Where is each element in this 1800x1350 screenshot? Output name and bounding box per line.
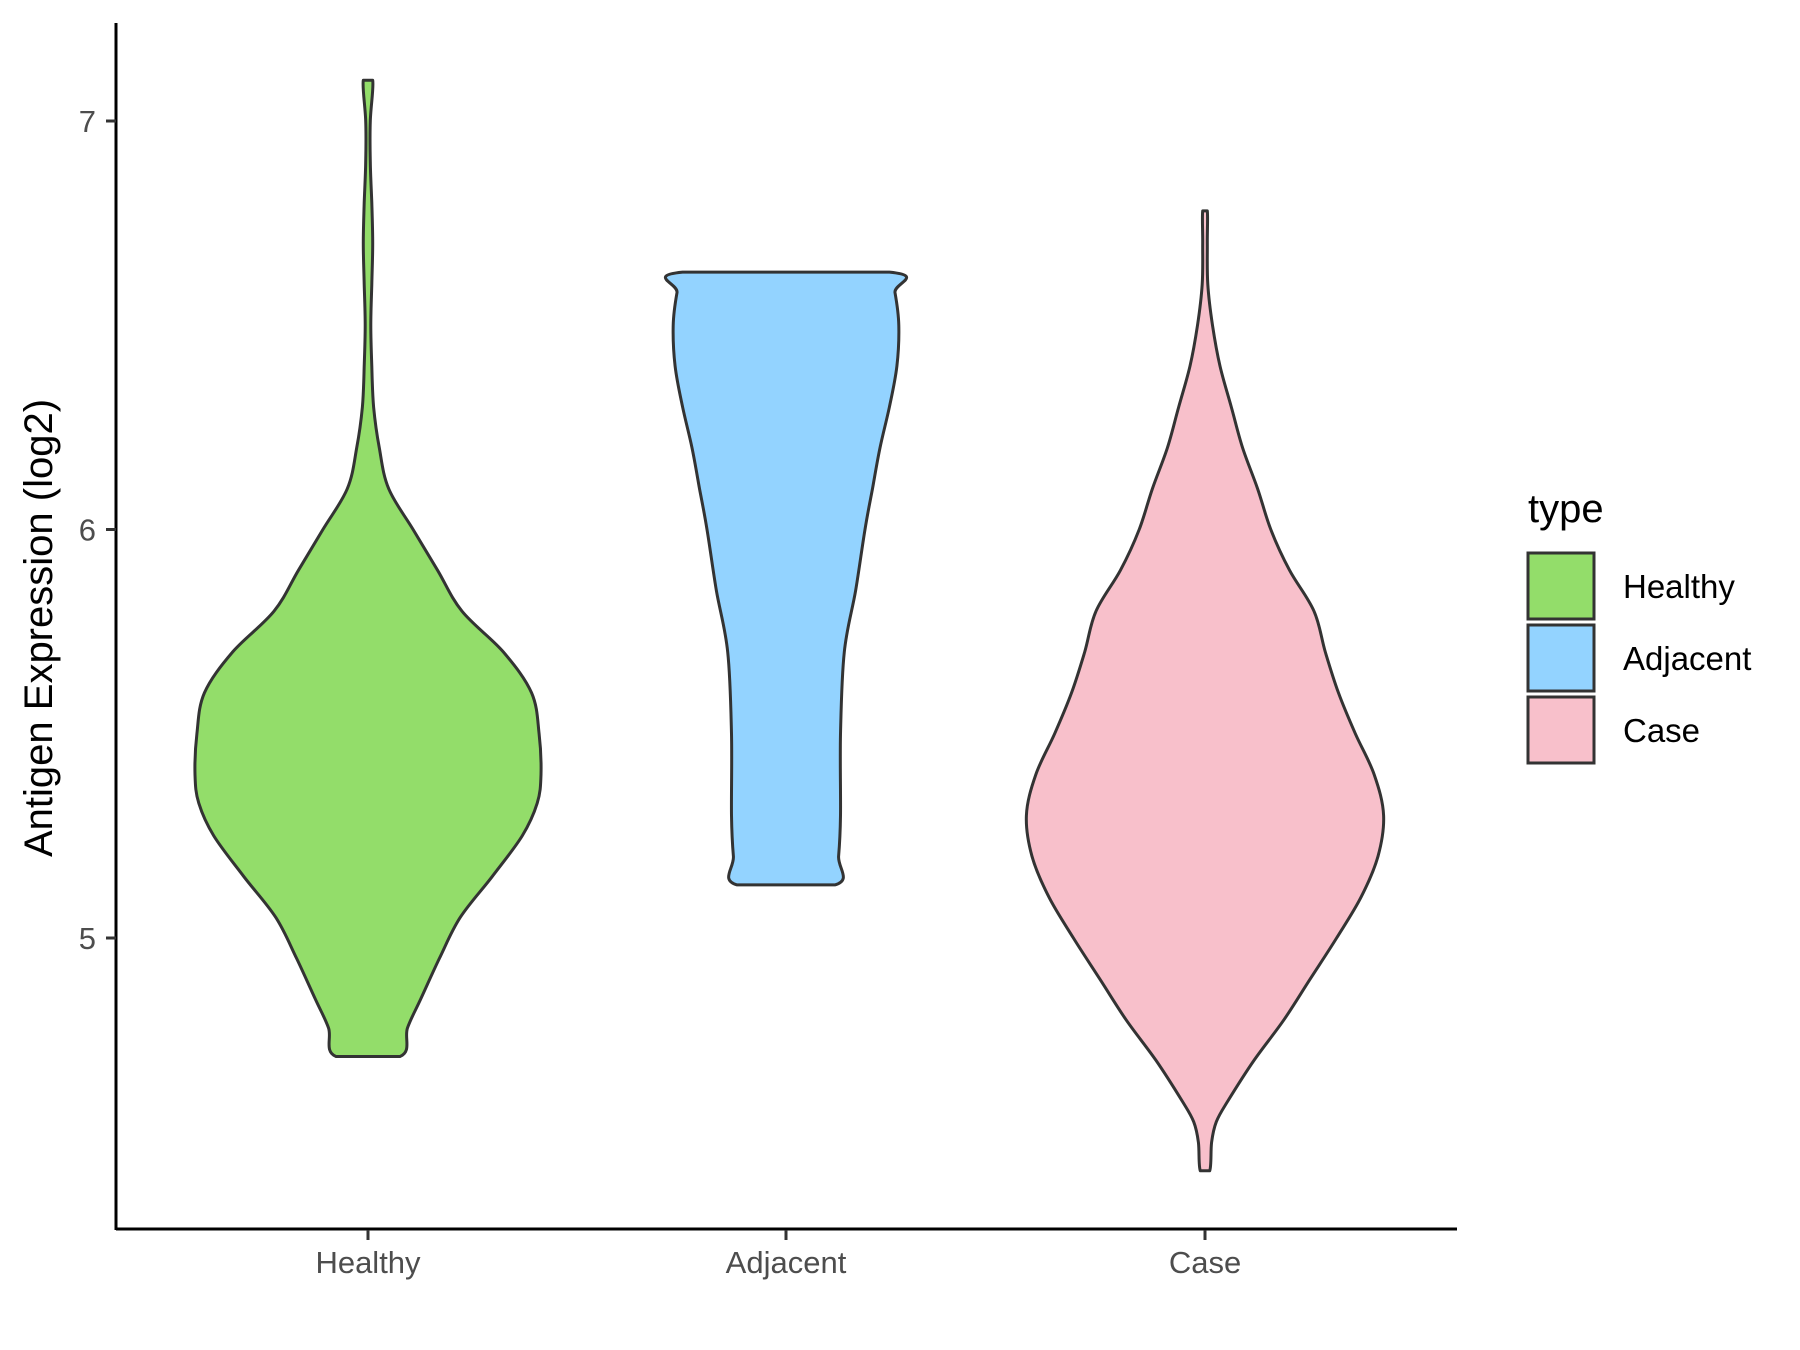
x-tick-label-case: Case bbox=[1169, 1245, 1241, 1280]
legend-swatch-case bbox=[1526, 695, 1596, 765]
y-tick-label: 6 bbox=[79, 513, 96, 548]
x-tick-label-adjacent: Adjacent bbox=[726, 1245, 847, 1280]
x-axis-ticks: Healthy Adjacent Case bbox=[315, 1230, 1241, 1280]
violin-case bbox=[1024, 209, 1386, 1173]
y-axis-title: Antigen Expression (log2) bbox=[17, 399, 61, 857]
legend-swatch-healthy bbox=[1526, 551, 1596, 621]
violin-layer bbox=[193, 78, 1386, 1173]
legend-label-adjacent: Adjacent bbox=[1623, 640, 1751, 677]
y-tick-label: 7 bbox=[79, 104, 96, 139]
legend-title: type bbox=[1528, 487, 1604, 531]
legend-swatch-adjacent bbox=[1526, 623, 1596, 693]
legend-label-case: Case bbox=[1623, 712, 1700, 749]
violin-healthy bbox=[193, 78, 543, 1058]
legend: type Healthy Adjacent Case bbox=[1526, 487, 1751, 765]
violin-adjacent bbox=[663, 270, 909, 887]
legend-label-healthy: Healthy bbox=[1623, 568, 1735, 605]
y-axis-ticks: 5 6 7 bbox=[79, 104, 116, 956]
y-tick-label: 5 bbox=[79, 921, 96, 956]
x-tick-label-healthy: Healthy bbox=[315, 1245, 421, 1280]
